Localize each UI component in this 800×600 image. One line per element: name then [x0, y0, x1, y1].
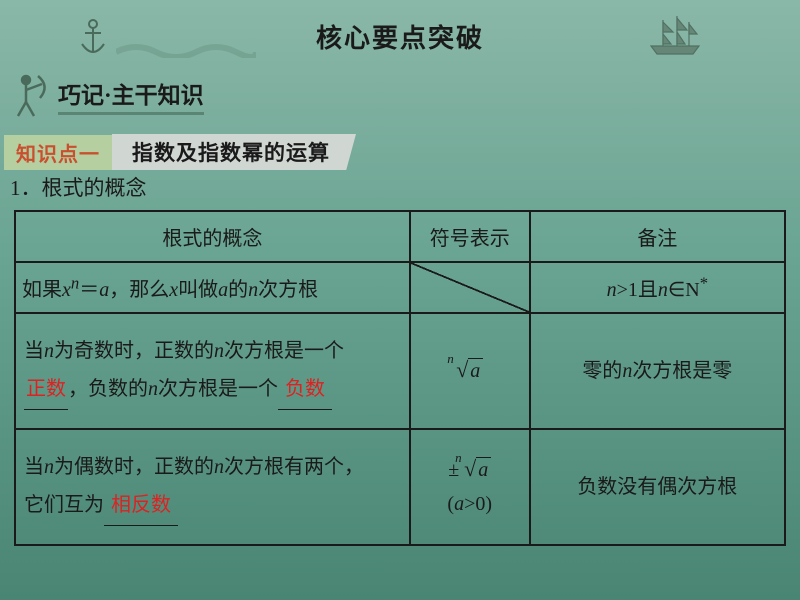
cell-concept: 当n为偶数时，正数的n次方根有两个， 它们互为 相反数 [15, 429, 410, 545]
knowledge-title: 指数及指数幂的运算 [112, 134, 356, 170]
table-row: 当n为奇数时，正数的n次方根是一个 正数，负数的n次方根是一个 负数 n√a 零… [15, 313, 785, 429]
th-symbol: 符号表示 [410, 211, 530, 262]
th-concept: 根式的概念 [15, 211, 410, 262]
table-row: 当n为偶数时，正数的n次方根有两个， 它们互为 相反数 ± n√a (a>0) … [15, 429, 785, 545]
cell-note: 负数没有偶次方根 [530, 429, 785, 545]
archer-icon [10, 72, 52, 118]
table-row: 如果xn＝a，那么x叫做a的n次方根 n>1且n∈N* [15, 262, 785, 313]
cell-symbol: n√a [410, 313, 530, 429]
table-header-row: 根式的概念 符号表示 备注 [15, 211, 785, 262]
nth-root-icon: n√a [456, 358, 483, 381]
th-note: 备注 [530, 211, 785, 262]
anchor-icon [78, 18, 108, 63]
cell-concept: 如果xn＝a，那么x叫做a的n次方根 [15, 262, 410, 313]
wave-decoration [116, 38, 256, 58]
section-label: 巧记·主干知识 [58, 76, 204, 115]
subheading-1: 1．根式的概念 [10, 172, 147, 202]
root-concept-table: 根式的概念 符号表示 备注 如果xn＝a，那么x叫做a的n次方根 n>1且n∈N… [14, 210, 786, 546]
cell-symbol: ± n√a (a>0) [410, 429, 530, 545]
cell-concept: 当n为奇数时，正数的n次方根是一个 正数，负数的n次方根是一个 负数 [15, 313, 410, 429]
cell-note: n>1且n∈N* [530, 262, 785, 313]
section-memorize: 巧记·主干知识 [10, 72, 204, 118]
knowledge-point-row: 知识点一 指数及指数幂的运算 [4, 134, 356, 170]
page-title: 核心要点突破 [316, 24, 484, 53]
knowledge-tag: 知识点一 [4, 135, 112, 170]
cell-note: 零的n次方根是零 [530, 313, 785, 429]
nth-root-icon: n√a [464, 457, 491, 480]
ship-icon [645, 14, 705, 63]
title-bar: 核心要点突破 [0, 0, 800, 55]
cell-symbol-diagonal [410, 262, 530, 313]
